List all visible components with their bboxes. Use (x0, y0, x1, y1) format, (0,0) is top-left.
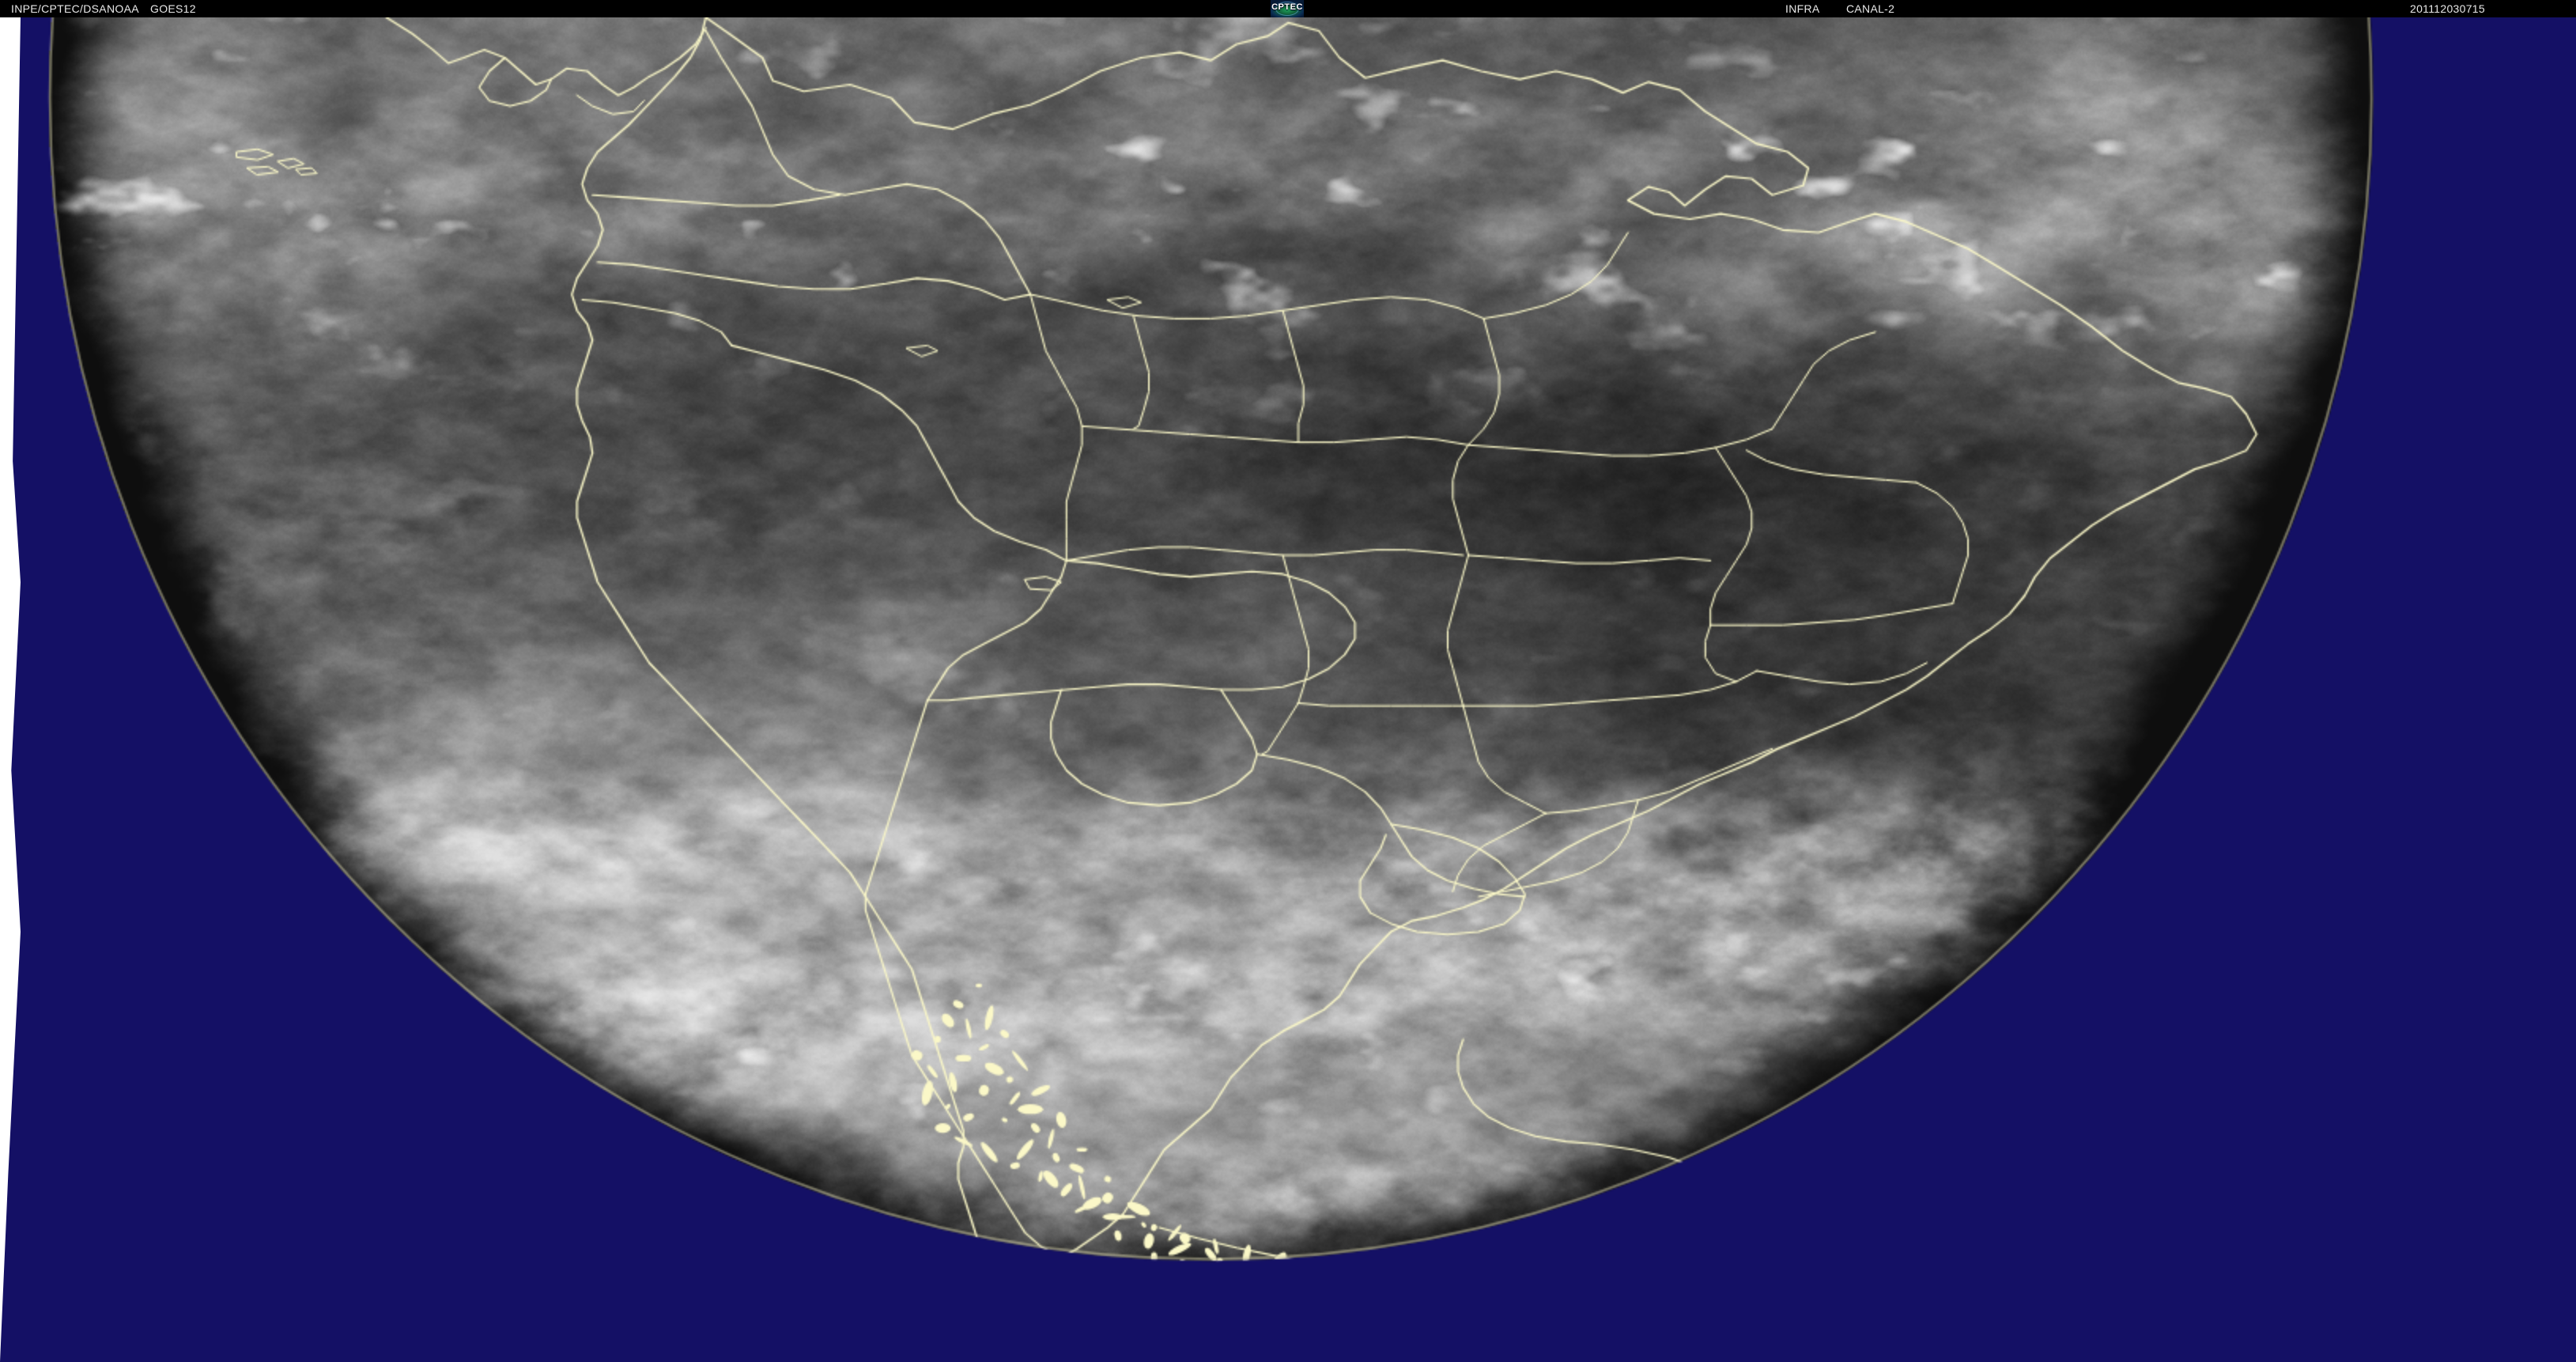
cptec-logo: CPTEC (1271, 0, 1304, 17)
infrared-cloud-imagery (0, 17, 2576, 1362)
cptec-logo-text: CPTEC (1271, 2, 1303, 12)
timestamp-label: 201112030715 (2410, 2, 2485, 15)
channel-type-label: INFRA (1785, 2, 1820, 15)
satellite-label: GOES12 (150, 2, 196, 15)
image-header-bar: INPE/CPTEC/DSA NOAA GOES12 CPTEC INFRA C… (0, 0, 2576, 17)
channel-name-label: CANAL-2 (1846, 2, 1895, 15)
satellite-image-area (0, 17, 2576, 1362)
source-agency-label: INPE/CPTEC/DSA (11, 2, 107, 15)
operator-label: NOAA (107, 2, 139, 15)
globe-icon (1275, 2, 1299, 16)
